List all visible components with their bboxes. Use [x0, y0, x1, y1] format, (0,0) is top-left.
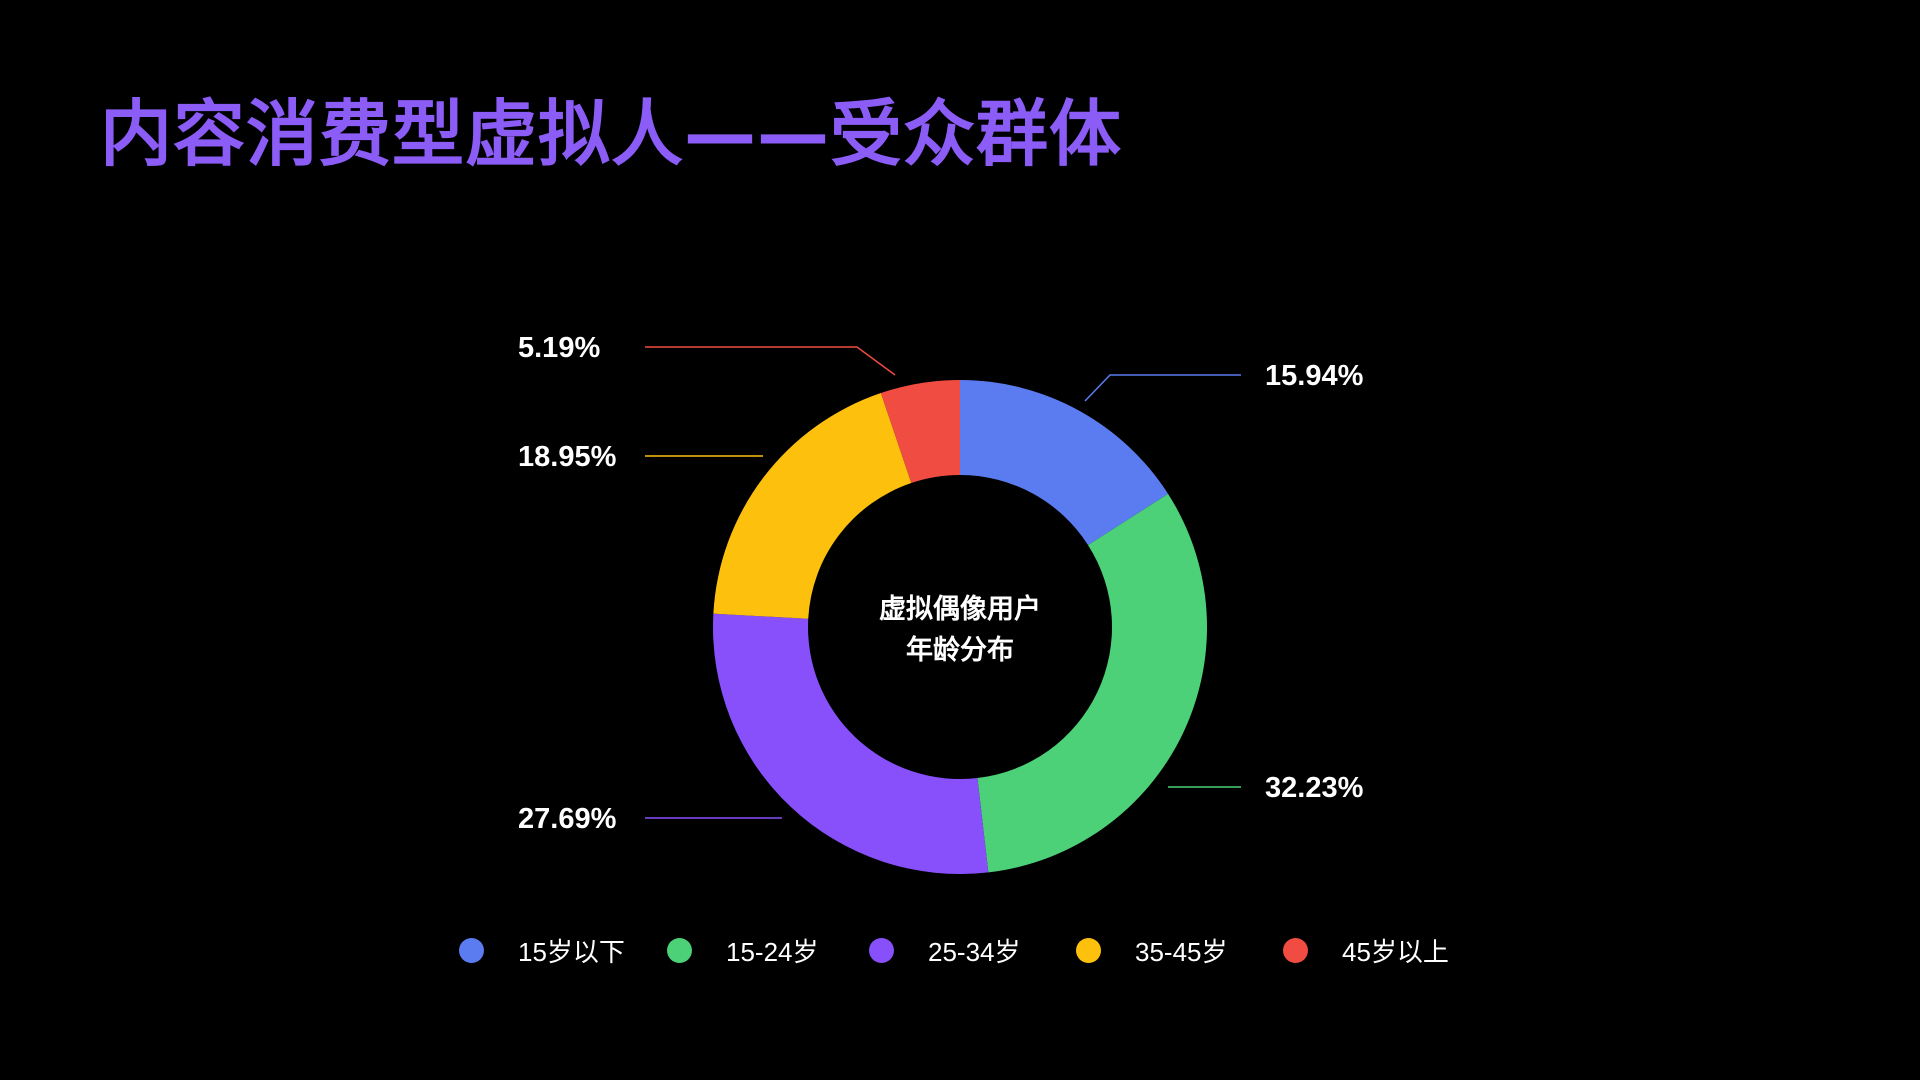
- legend-item-25-34: 25-34岁: [869, 930, 1021, 970]
- leader-line-45: [645, 346, 896, 376]
- center-label-line-2: 年龄分布: [906, 634, 1014, 666]
- legend-label: 25-34岁: [928, 936, 1021, 967]
- legend-item-15-24: 15-24岁: [667, 930, 819, 970]
- center-label-line-1: 虚拟偶像用户: [879, 593, 1041, 625]
- donut-slice-15: [960, 380, 1169, 546]
- data-label-35-45: 18.95%: [518, 441, 617, 473]
- donut-slices: [713, 380, 1207, 875]
- legend-item-15: 15岁以下: [459, 930, 625, 970]
- data-label-15-24: 32.23%: [1265, 772, 1364, 804]
- donut-slice-45: [880, 380, 960, 484]
- page-title: 内容消费型虚拟人——受众群体: [100, 92, 1123, 176]
- data-label-15: 15.94%: [1265, 360, 1364, 392]
- legend-swatch: [1076, 937, 1101, 963]
- legend-label: 45岁以上: [1342, 936, 1449, 967]
- legend-swatch: [869, 937, 894, 963]
- legend-item-35-45: 35-45岁: [1076, 930, 1228, 970]
- legend-swatch: [459, 937, 484, 963]
- leader-line-15: [1084, 374, 1241, 402]
- legend-label: 35-45岁: [1135, 936, 1228, 967]
- legend-label: 15-24岁: [726, 936, 819, 967]
- legend-swatch: [1283, 937, 1308, 963]
- data-labels: 15.94% 32.23% 27.69% 18.95% 5.19%: [518, 332, 1364, 835]
- donut-slice-25-34: [713, 613, 989, 875]
- donut-slice-35-45: [713, 393, 912, 619]
- legend-item-45: 45岁以上: [1283, 930, 1449, 970]
- data-label-25-34: 27.69%: [518, 803, 617, 835]
- legend-swatch: [667, 937, 692, 963]
- leader-lines: [645, 346, 1241, 819]
- donut-slice-15-24: [977, 493, 1207, 873]
- data-label-45: 5.19%: [518, 332, 600, 364]
- legend: 15岁以下 15-24岁 25-34岁 35-45岁 45岁以上: [0, 930, 1920, 970]
- legend-label: 15岁以下: [518, 936, 625, 967]
